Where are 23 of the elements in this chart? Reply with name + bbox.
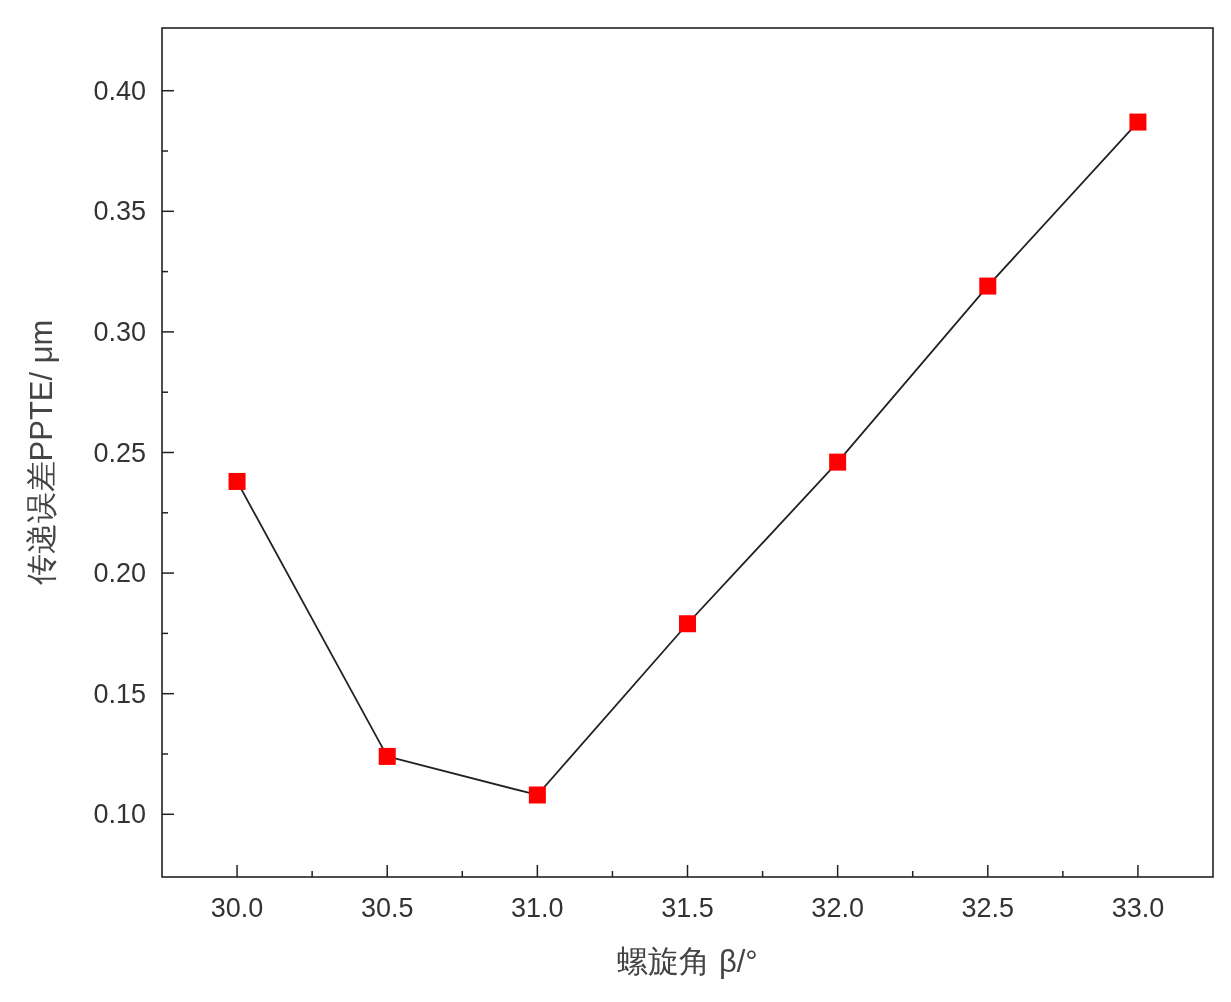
y-tick-label: 0.15	[93, 678, 146, 709]
point	[979, 277, 997, 295]
x-axis-title: 螺旋角 β/°	[617, 944, 758, 979]
x-tick-label: 30.0	[210, 893, 264, 923]
y-tick-label: 0.35	[93, 196, 146, 227]
x-tick-label: 31.5	[661, 893, 714, 923]
point	[528, 786, 546, 804]
y-axis-title: 传递误差PPTE/ μm	[24, 319, 59, 586]
point	[1129, 113, 1147, 131]
x-tick-label: 31.0	[511, 893, 564, 923]
point	[829, 453, 847, 471]
point	[679, 615, 696, 633]
y-tick-label: 0.30	[93, 316, 146, 347]
y-tick-label: 0.20	[93, 558, 146, 589]
y-tick-label: 0.10	[93, 799, 146, 830]
x-tick-label: 30.5	[360, 893, 414, 923]
point	[378, 747, 396, 765]
y-tick-label: 0.25	[93, 437, 146, 468]
point	[228, 472, 246, 490]
x-tick-label: 33.0	[1111, 893, 1165, 923]
y-tick-label: 0.40	[93, 75, 146, 106]
x-tick-label: 32.0	[811, 893, 864, 923]
x-tick-label: 32.5	[961, 893, 1015, 923]
